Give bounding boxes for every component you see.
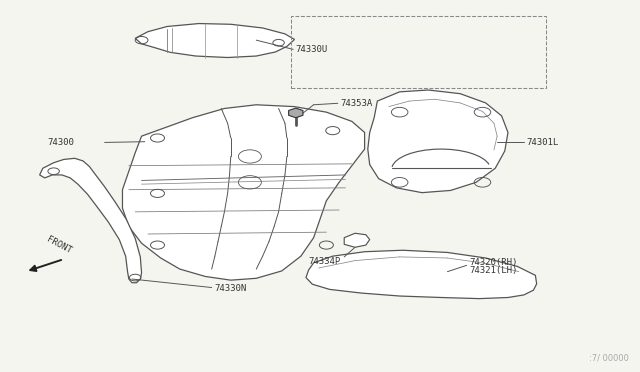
Text: 74334P: 74334P xyxy=(308,257,340,266)
Text: :7/ 00000: :7/ 00000 xyxy=(589,353,629,362)
Text: 74300: 74300 xyxy=(47,138,74,147)
Text: 74353A: 74353A xyxy=(340,99,372,108)
Polygon shape xyxy=(289,108,303,118)
Polygon shape xyxy=(40,158,141,283)
Text: FRONT: FRONT xyxy=(45,235,73,256)
Polygon shape xyxy=(306,250,537,299)
Text: 74320(RH): 74320(RH) xyxy=(469,258,518,267)
Polygon shape xyxy=(344,233,370,247)
Text: 74301L: 74301L xyxy=(527,138,559,147)
Polygon shape xyxy=(368,90,508,193)
Text: 74321(LH): 74321(LH) xyxy=(469,266,518,275)
Polygon shape xyxy=(135,23,294,58)
Text: 74330N: 74330N xyxy=(214,284,246,293)
Text: 74330U: 74330U xyxy=(296,45,328,54)
Polygon shape xyxy=(122,105,365,280)
